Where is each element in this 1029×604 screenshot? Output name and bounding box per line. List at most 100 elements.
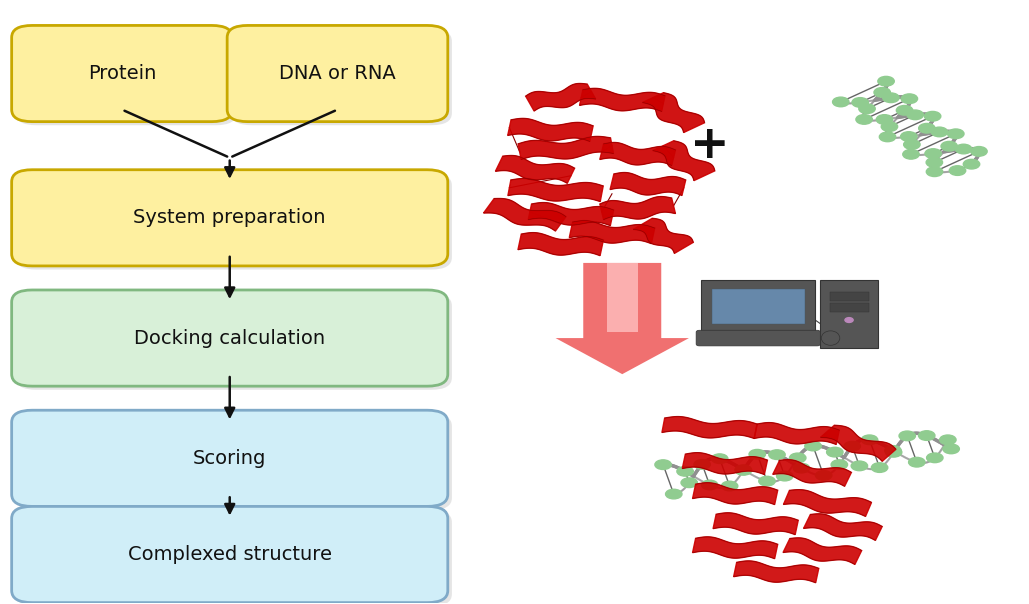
Text: +: +	[689, 123, 730, 168]
Circle shape	[844, 442, 860, 451]
FancyBboxPatch shape	[820, 280, 878, 349]
Circle shape	[777, 471, 793, 481]
Circle shape	[948, 129, 964, 138]
Polygon shape	[773, 460, 851, 486]
Circle shape	[666, 489, 682, 499]
Text: DNA or RNA: DNA or RNA	[279, 64, 396, 83]
Circle shape	[902, 150, 919, 159]
Circle shape	[901, 94, 918, 103]
Circle shape	[899, 431, 916, 441]
Circle shape	[903, 140, 920, 149]
Polygon shape	[754, 423, 840, 445]
Polygon shape	[734, 561, 819, 583]
Polygon shape	[518, 233, 603, 255]
Circle shape	[885, 448, 901, 457]
Circle shape	[970, 147, 987, 156]
FancyBboxPatch shape	[11, 410, 448, 506]
Polygon shape	[569, 220, 654, 243]
Circle shape	[654, 460, 671, 469]
FancyBboxPatch shape	[15, 510, 452, 604]
Circle shape	[874, 88, 890, 97]
Circle shape	[924, 111, 941, 121]
Circle shape	[769, 450, 785, 460]
Circle shape	[681, 478, 698, 487]
Ellipse shape	[821, 331, 840, 345]
Circle shape	[859, 104, 876, 114]
Polygon shape	[783, 490, 872, 516]
Polygon shape	[662, 417, 757, 439]
Circle shape	[885, 446, 901, 455]
Polygon shape	[652, 141, 715, 181]
FancyBboxPatch shape	[702, 280, 815, 331]
Circle shape	[702, 480, 718, 490]
Polygon shape	[821, 425, 896, 461]
FancyBboxPatch shape	[11, 290, 448, 386]
Polygon shape	[643, 92, 705, 132]
Circle shape	[943, 444, 959, 454]
Circle shape	[926, 453, 943, 463]
Circle shape	[909, 457, 925, 467]
Polygon shape	[693, 483, 778, 504]
FancyBboxPatch shape	[711, 289, 805, 324]
Circle shape	[831, 460, 848, 469]
Circle shape	[677, 466, 694, 476]
Polygon shape	[804, 514, 882, 541]
Circle shape	[852, 98, 868, 108]
FancyBboxPatch shape	[227, 25, 448, 121]
Circle shape	[907, 110, 923, 120]
Circle shape	[845, 318, 853, 323]
Polygon shape	[528, 202, 613, 225]
Circle shape	[950, 165, 966, 175]
FancyBboxPatch shape	[15, 414, 452, 510]
FancyBboxPatch shape	[15, 173, 452, 269]
Circle shape	[941, 141, 957, 151]
Polygon shape	[693, 537, 778, 559]
Text: Docking calculation: Docking calculation	[134, 329, 325, 347]
Circle shape	[963, 159, 980, 169]
FancyBboxPatch shape	[11, 506, 448, 603]
FancyBboxPatch shape	[15, 29, 237, 125]
Circle shape	[919, 431, 935, 440]
Polygon shape	[579, 88, 665, 111]
FancyBboxPatch shape	[829, 292, 868, 301]
Circle shape	[815, 471, 831, 480]
Polygon shape	[526, 83, 596, 111]
Text: Protein: Protein	[87, 64, 156, 83]
Circle shape	[872, 463, 888, 472]
Circle shape	[881, 122, 897, 132]
Polygon shape	[556, 263, 689, 374]
Circle shape	[926, 167, 943, 176]
Polygon shape	[495, 156, 574, 183]
Circle shape	[877, 115, 893, 124]
Circle shape	[896, 106, 913, 115]
Circle shape	[793, 463, 810, 473]
Circle shape	[758, 477, 775, 486]
FancyBboxPatch shape	[697, 330, 820, 346]
Polygon shape	[519, 137, 613, 159]
Polygon shape	[600, 143, 675, 165]
Text: System preparation: System preparation	[134, 208, 326, 227]
Polygon shape	[633, 218, 694, 254]
Circle shape	[851, 461, 867, 471]
FancyBboxPatch shape	[11, 25, 233, 121]
Polygon shape	[600, 197, 675, 220]
Circle shape	[721, 481, 738, 491]
Circle shape	[939, 435, 956, 445]
Polygon shape	[783, 538, 861, 565]
Circle shape	[955, 144, 971, 154]
Circle shape	[856, 115, 873, 124]
Circle shape	[878, 76, 894, 86]
Circle shape	[711, 454, 728, 463]
Polygon shape	[484, 199, 566, 231]
Circle shape	[926, 158, 943, 167]
Circle shape	[735, 465, 751, 475]
FancyBboxPatch shape	[15, 294, 452, 390]
Circle shape	[925, 149, 942, 158]
Circle shape	[919, 123, 935, 133]
Circle shape	[900, 132, 917, 141]
Circle shape	[861, 435, 878, 445]
Circle shape	[789, 453, 806, 463]
FancyBboxPatch shape	[232, 29, 452, 125]
Polygon shape	[507, 118, 593, 141]
Polygon shape	[610, 173, 685, 196]
